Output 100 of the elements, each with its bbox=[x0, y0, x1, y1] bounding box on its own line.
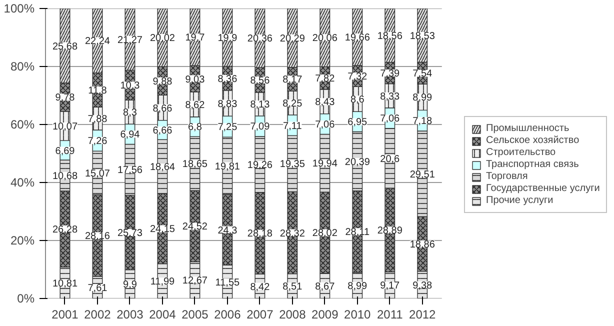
data-label: 7,88 bbox=[88, 114, 108, 126]
data-label: 8,33 bbox=[380, 91, 400, 102]
legend-label: Прочие услуги bbox=[486, 195, 554, 206]
data-label: 20,6 bbox=[380, 154, 400, 165]
data-label: 9,78 bbox=[55, 92, 76, 104]
data-label: 7,82 bbox=[315, 74, 336, 85]
data-label: 20,36 bbox=[247, 34, 273, 45]
data-label: 8,83 bbox=[218, 98, 238, 110]
data-label: 7,32 bbox=[348, 72, 368, 83]
data-label: 7,26 bbox=[88, 136, 108, 148]
data-label: 20,02 bbox=[150, 33, 176, 44]
data-label: 6,8 bbox=[188, 122, 202, 134]
data-label: 18,86 bbox=[410, 239, 436, 250]
x-tick-label: 2008 bbox=[279, 308, 306, 322]
legend-label: Сельское хозяйство bbox=[486, 135, 580, 146]
data-label: 20,06 bbox=[312, 33, 338, 44]
y-tick-label: 80% bbox=[10, 60, 35, 74]
data-label: 8,56 bbox=[250, 75, 270, 86]
data-label: 26,28 bbox=[52, 224, 78, 236]
data-label: 17,56 bbox=[117, 165, 143, 176]
x-tick-label: 2002 bbox=[84, 308, 112, 322]
x-tick-label: 2009 bbox=[312, 308, 339, 322]
data-label: 7,39 bbox=[380, 68, 400, 80]
y-tick-label: 100% bbox=[4, 2, 35, 16]
x-tick-label: 2007 bbox=[246, 308, 274, 322]
data-label: 24,3 bbox=[218, 225, 238, 236]
legend-label: Торговля bbox=[486, 171, 528, 182]
data-label: 6,69 bbox=[55, 146, 76, 157]
x-tick-label: 2003 bbox=[116, 308, 144, 322]
data-label: 9,88 bbox=[152, 76, 173, 88]
data-label: 8,13 bbox=[250, 100, 270, 111]
data-label: 28,02 bbox=[312, 228, 338, 240]
legend-label: Транспортная связь bbox=[486, 159, 579, 170]
data-label: 8,17 bbox=[282, 74, 303, 86]
y-tick-label: 20% bbox=[10, 234, 35, 248]
data-label: 7,09 bbox=[250, 122, 270, 133]
data-label: 11,99 bbox=[150, 276, 176, 288]
data-label: 18,53 bbox=[410, 30, 436, 42]
x-tick-label: 2012 bbox=[409, 308, 436, 322]
data-label: 22,24 bbox=[84, 36, 110, 48]
data-label: 8,67 bbox=[315, 281, 336, 292]
data-label: 19,94 bbox=[312, 158, 338, 170]
data-label: 21,27 bbox=[117, 34, 143, 46]
data-label: 11,8 bbox=[88, 86, 108, 97]
data-label: 28,18 bbox=[247, 228, 273, 240]
data-label: 8,42 bbox=[250, 282, 270, 293]
data-label: 18,64 bbox=[150, 162, 176, 174]
data-label: 7,11 bbox=[283, 120, 302, 132]
x-tick-label: 2011 bbox=[376, 308, 404, 322]
data-label: 19,9 bbox=[218, 32, 238, 44]
data-label: 7,06 bbox=[315, 120, 336, 131]
data-label: 7,25 bbox=[218, 122, 238, 134]
data-label: 18,65 bbox=[182, 159, 208, 170]
data-label: 8,99 bbox=[348, 280, 368, 292]
x-tick-label: 2004 bbox=[149, 308, 176, 322]
data-label: 6,95 bbox=[348, 117, 368, 128]
data-label: 19,81 bbox=[214, 161, 240, 172]
data-label: 15,07 bbox=[84, 168, 110, 180]
y-tick-label: 60% bbox=[10, 118, 35, 132]
data-label: 6,94 bbox=[120, 130, 140, 141]
data-label: 28,16 bbox=[84, 231, 110, 242]
data-label: 9,38 bbox=[412, 280, 433, 292]
x-tick-label: 2006 bbox=[214, 308, 242, 322]
x-tick-label: 2005 bbox=[182, 308, 209, 322]
data-label: 8,66 bbox=[152, 103, 173, 114]
data-label: 9,17 bbox=[380, 280, 400, 292]
data-label: 25,68 bbox=[52, 41, 78, 52]
x-tick-label: 2001 bbox=[52, 308, 79, 322]
data-label: 8,51 bbox=[282, 282, 303, 293]
legend-label: Государственные услуги bbox=[486, 183, 600, 194]
data-label: 28,11 bbox=[345, 227, 370, 238]
data-label: 24,52 bbox=[182, 222, 208, 233]
data-label: 10,68 bbox=[52, 170, 78, 182]
y-tick-label: 40% bbox=[10, 176, 35, 190]
data-label: 10,07 bbox=[52, 121, 78, 132]
data-label: 19,35 bbox=[280, 159, 306, 170]
data-label: 8,43 bbox=[315, 97, 336, 108]
data-label: 19,66 bbox=[344, 32, 370, 44]
data-label: 12,67 bbox=[182, 276, 208, 287]
data-label: 20,29 bbox=[280, 33, 306, 44]
legend-label: Промышленность bbox=[486, 123, 570, 134]
data-label: 11,55 bbox=[215, 277, 240, 288]
data-label: 7,06 bbox=[380, 114, 400, 125]
data-label: 9,03 bbox=[185, 74, 206, 86]
data-label: 8,99 bbox=[412, 92, 433, 104]
data-label: 19,7 bbox=[185, 32, 206, 44]
data-label: 10,81 bbox=[52, 278, 78, 290]
data-label: 20,39 bbox=[344, 156, 370, 168]
data-label: 19,26 bbox=[247, 160, 273, 171]
data-label: 7,61 bbox=[88, 282, 108, 294]
data-label: 28,32 bbox=[280, 228, 306, 240]
data-label: 24,15 bbox=[150, 224, 176, 236]
data-label: 7,18 bbox=[412, 116, 433, 128]
y-tick-label: 0% bbox=[17, 292, 35, 306]
data-label: 8,3 bbox=[123, 108, 138, 119]
data-label: 9,9 bbox=[123, 280, 138, 291]
data-label: 8,36 bbox=[218, 74, 238, 85]
x-tick-label: 2010 bbox=[344, 308, 372, 322]
data-label: 10,3 bbox=[120, 80, 140, 92]
data-label: 8,25 bbox=[282, 98, 303, 110]
